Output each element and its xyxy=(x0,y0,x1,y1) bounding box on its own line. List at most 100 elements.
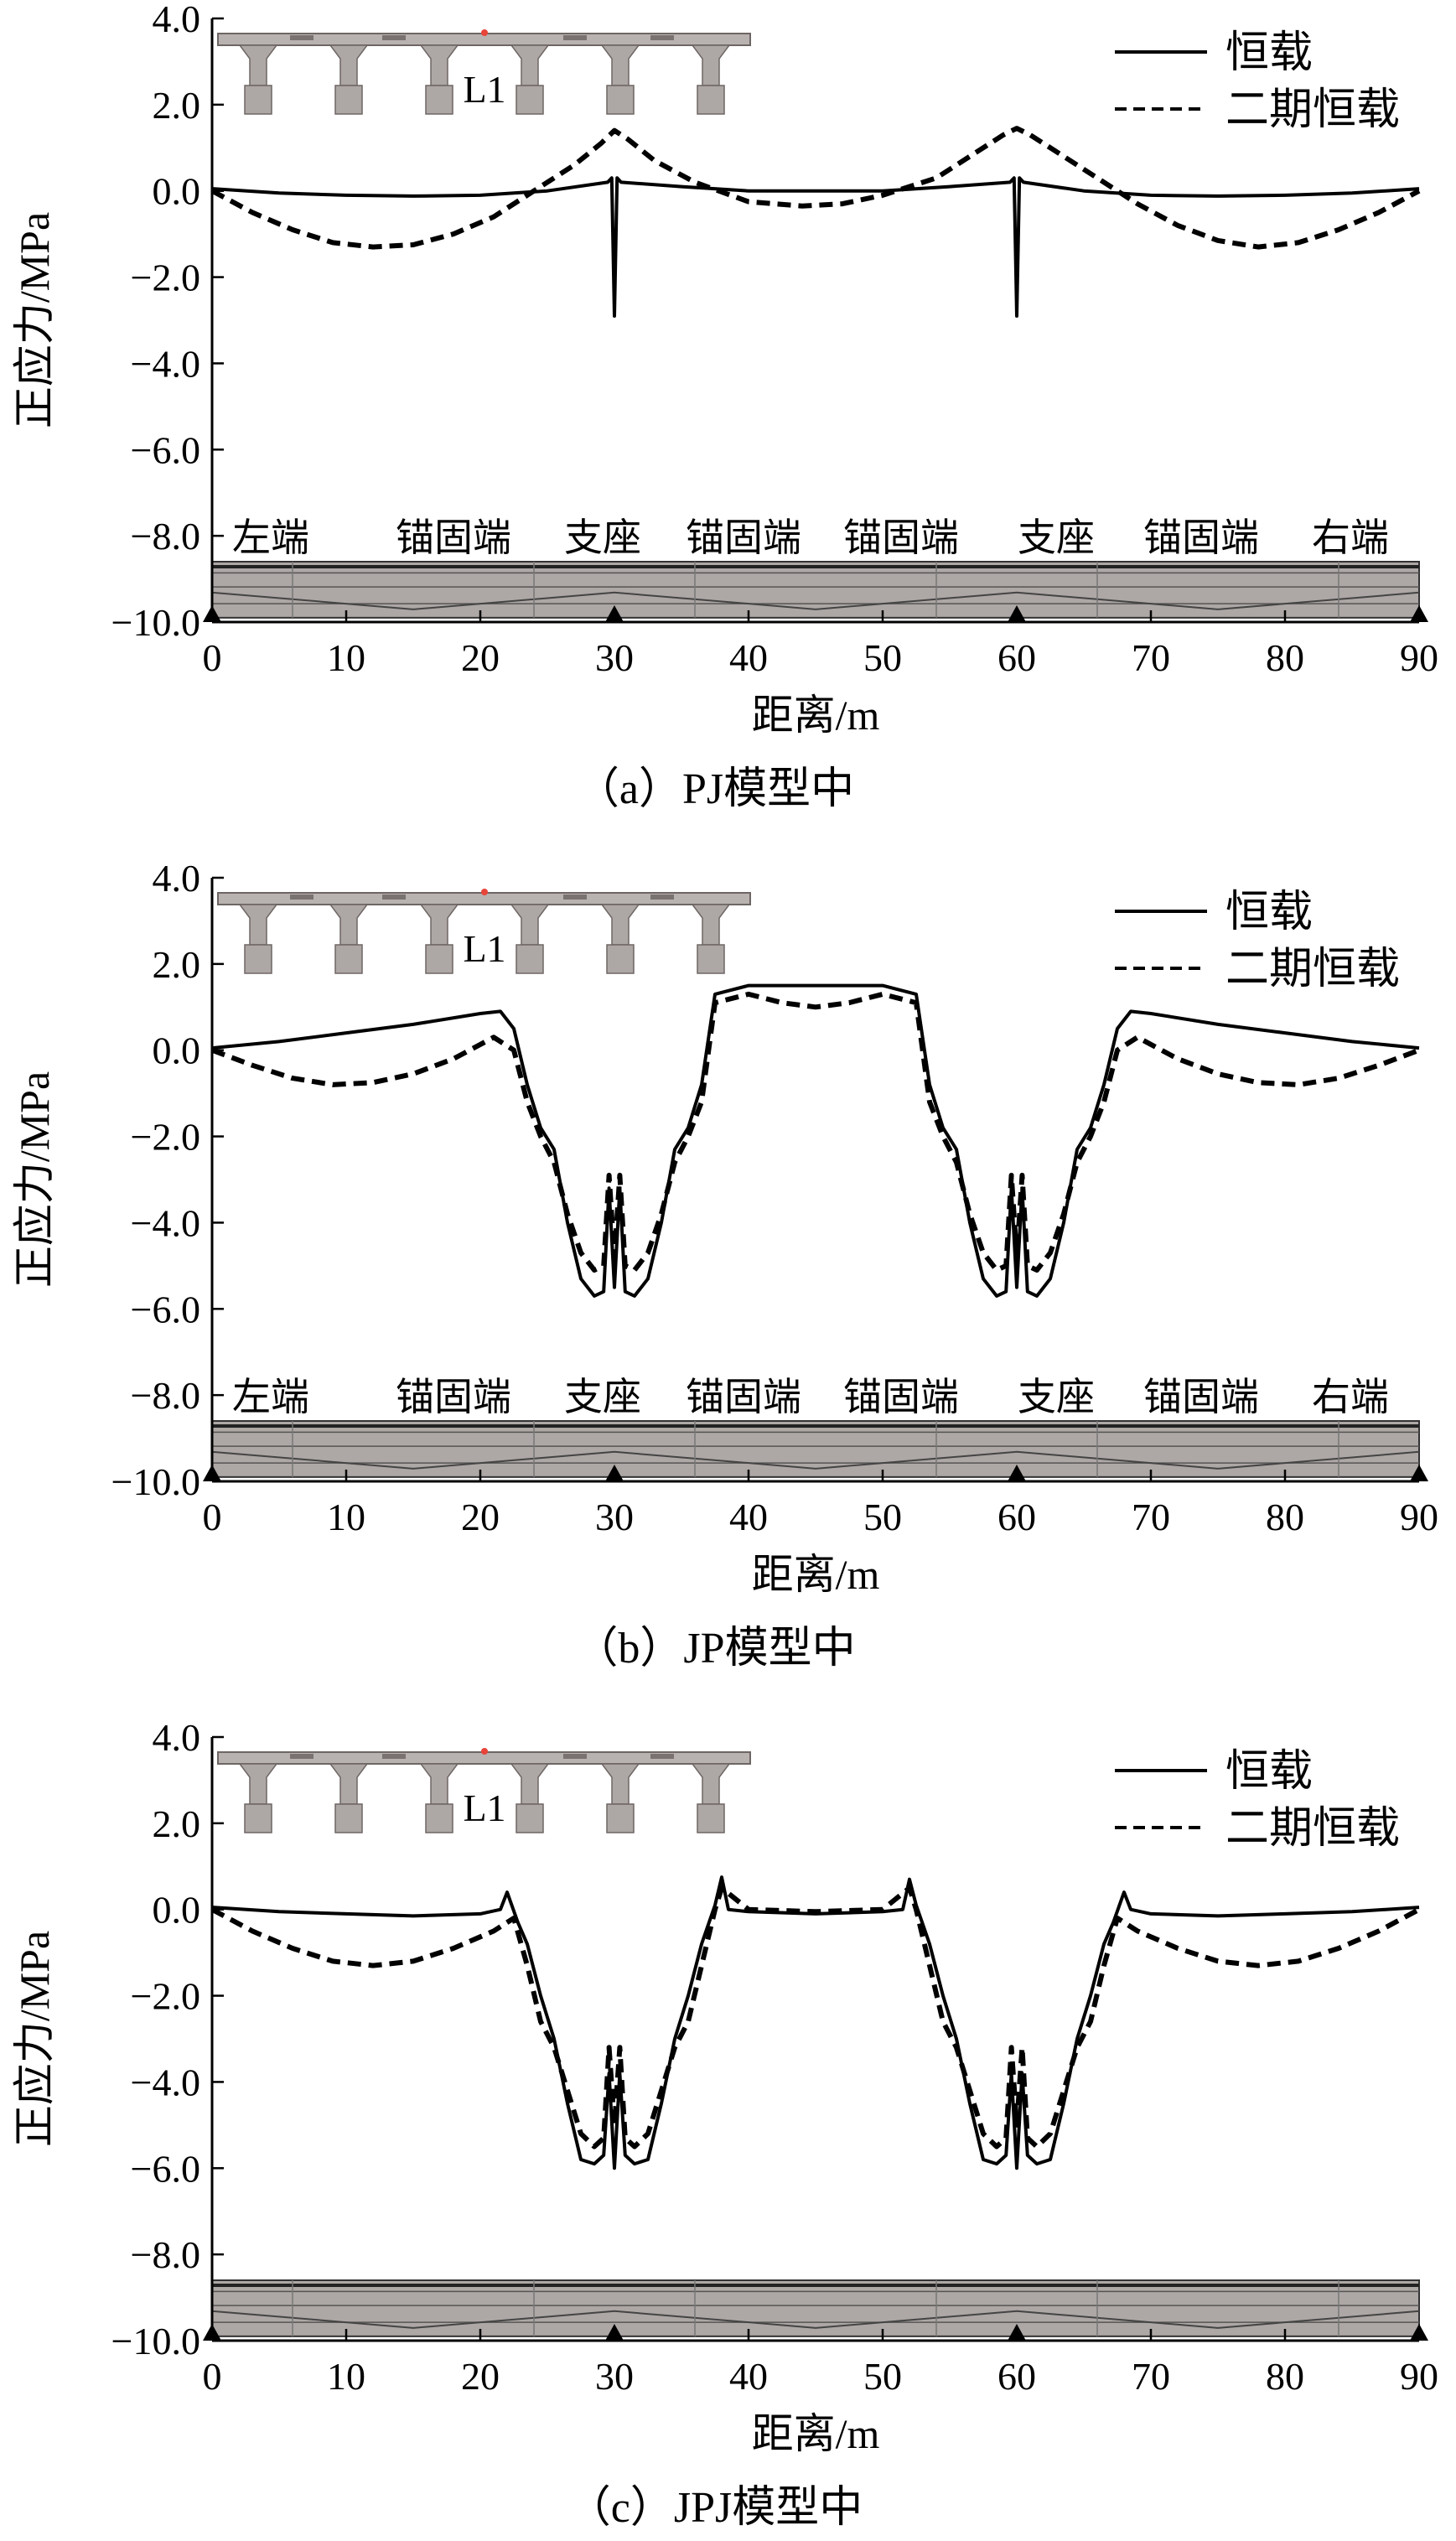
x-tick-label: 10 xyxy=(327,2355,365,2398)
legend-label: 恒载 xyxy=(1225,889,1313,936)
x-tick-label: 10 xyxy=(327,636,365,679)
y-tick-label: −2.0 xyxy=(131,1116,200,1159)
girder-bottom-flange-2 xyxy=(425,944,453,974)
beam-label: L1 xyxy=(463,927,505,970)
segment-label: 锚固端 xyxy=(686,516,801,559)
girder-web-2 xyxy=(419,1763,459,1805)
girder-web-0 xyxy=(238,904,278,946)
y-tick-label: 4.0 xyxy=(153,857,201,900)
girder-bottom-flange-1 xyxy=(334,1803,363,1833)
x-tick-label: 90 xyxy=(1400,1496,1438,1538)
deck-joint-2 xyxy=(563,35,587,40)
girder-bottom-flange-2 xyxy=(425,1803,453,1833)
girder-body xyxy=(211,561,1420,619)
deck-joint-1 xyxy=(382,895,406,900)
girder-bottom-flange-4 xyxy=(606,944,635,974)
girder-elevation-diagram xyxy=(211,2279,1420,2337)
y-tick-label: 2.0 xyxy=(153,84,201,127)
girder-web-5 xyxy=(691,1763,731,1805)
girder-web-1 xyxy=(329,1763,369,1805)
x-axis-title: 距离/m xyxy=(752,2410,880,2457)
girder-bottom-flange-0 xyxy=(244,944,272,974)
segment-label: 支座 xyxy=(564,1376,641,1418)
girder-bottom-flange-1 xyxy=(334,944,363,974)
x-tick-label: 90 xyxy=(1400,636,1438,679)
x-tick-label: 80 xyxy=(1266,1496,1304,1538)
girder-bottom-flange-0 xyxy=(244,1803,272,1833)
y-tick-label: 0.0 xyxy=(153,170,201,213)
legend-label: 二期恒载 xyxy=(1225,1805,1400,1853)
x-tick-label: 70 xyxy=(1132,2355,1170,2398)
segment-label: 支座 xyxy=(564,516,641,559)
y-tick-label: 4.0 xyxy=(153,0,201,40)
x-tick-label: 0 xyxy=(203,1496,222,1538)
y-tick-label: −10.0 xyxy=(111,1460,200,1503)
x-tick-label: 50 xyxy=(863,636,902,679)
x-tick-label: 30 xyxy=(595,2355,634,2398)
girder-bottom-flange-4 xyxy=(606,1803,635,1833)
series-line-solid xyxy=(211,983,1420,1298)
y-tick-label: −6.0 xyxy=(131,428,200,471)
beam-label: L1 xyxy=(463,1786,505,1829)
girder-bottom-flange-3 xyxy=(516,944,544,974)
x-tick-label: 20 xyxy=(461,2355,500,2398)
y-tick-label: −4.0 xyxy=(131,2061,200,2103)
girder-bottom-flange-4 xyxy=(606,85,635,115)
x-axis-title: 距离/m xyxy=(752,1551,880,1598)
y-tick-label: −10.0 xyxy=(111,2320,200,2362)
segment-label: 锚固端 xyxy=(843,1376,959,1418)
girder-elevation-diagram xyxy=(211,561,1420,619)
x-tick-label: 20 xyxy=(461,636,500,679)
segment-label: 右端 xyxy=(1312,516,1389,559)
girder-web-0 xyxy=(238,44,278,86)
girder-body xyxy=(211,1420,1420,1478)
panel-caption: （a）PJ模型中 xyxy=(576,765,854,813)
segment-label: 锚固端 xyxy=(1143,1376,1259,1418)
legend-label: 恒载 xyxy=(1225,29,1313,77)
girder-web-1 xyxy=(329,904,369,946)
x-tick-label: 70 xyxy=(1132,636,1170,679)
segment-label: 锚固端 xyxy=(1143,516,1259,559)
legend-label: 恒载 xyxy=(1225,1748,1313,1796)
girder-web-3 xyxy=(510,44,550,86)
x-tick-label: 60 xyxy=(997,2355,1036,2398)
beam-label: L1 xyxy=(463,68,505,111)
y-tick-label: −8.0 xyxy=(131,515,200,557)
girder-web-2 xyxy=(419,904,459,946)
deck-joint-0 xyxy=(290,1754,313,1759)
x-tick-label: 60 xyxy=(997,1496,1036,1538)
chart-panel-2: 4.0 2.0 0.0 −2.0 −4.0 −6.0 −8.0 −10.00 10 20 30 40 5… xyxy=(11,857,1438,1672)
tendon-profile xyxy=(211,591,1420,610)
legend-label: 二期恒载 xyxy=(1225,946,1400,993)
x-axis-title: 距离/m xyxy=(752,692,880,739)
girder-web-3 xyxy=(510,904,550,946)
measurement-point-marker xyxy=(481,889,488,895)
measurement-point-marker xyxy=(481,29,488,36)
girder-web-3 xyxy=(510,1763,550,1805)
cross-section-inset: L1 xyxy=(217,889,751,974)
x-tick-label: 10 xyxy=(327,1496,365,1538)
y-tick-label: 2.0 xyxy=(153,1802,201,1845)
chart-panel-1: 4.0 2.0 0.0 −2.0 −4.0 −6.0 −8.0 −10.00 10 20 30 40 5… xyxy=(11,0,1438,813)
cross-section-inset: L1 xyxy=(217,1748,751,1833)
segment-label: 锚固端 xyxy=(396,1376,511,1418)
girder-web-5 xyxy=(691,904,731,946)
y-tick-label: 0.0 xyxy=(153,1029,201,1072)
girder-bottom-flange-5 xyxy=(697,85,725,115)
x-tick-label: 30 xyxy=(595,636,634,679)
girder-web-4 xyxy=(600,44,640,86)
segment-label: 锚固端 xyxy=(396,516,511,559)
deck-joint-2 xyxy=(563,895,587,900)
x-tick-label: 50 xyxy=(863,2355,902,2398)
y-tick-label: −6.0 xyxy=(131,1288,200,1330)
deck-joint-1 xyxy=(382,35,406,40)
deck-joint-3 xyxy=(650,35,674,40)
y-tick-label: −8.0 xyxy=(131,1374,200,1417)
x-tick-label: 50 xyxy=(863,1496,902,1538)
girder-bottom-flange-5 xyxy=(697,944,725,974)
tendon-profile xyxy=(211,1450,1420,1470)
series-line-dashed xyxy=(210,126,1421,250)
series-line-dashed xyxy=(210,1885,1421,2149)
